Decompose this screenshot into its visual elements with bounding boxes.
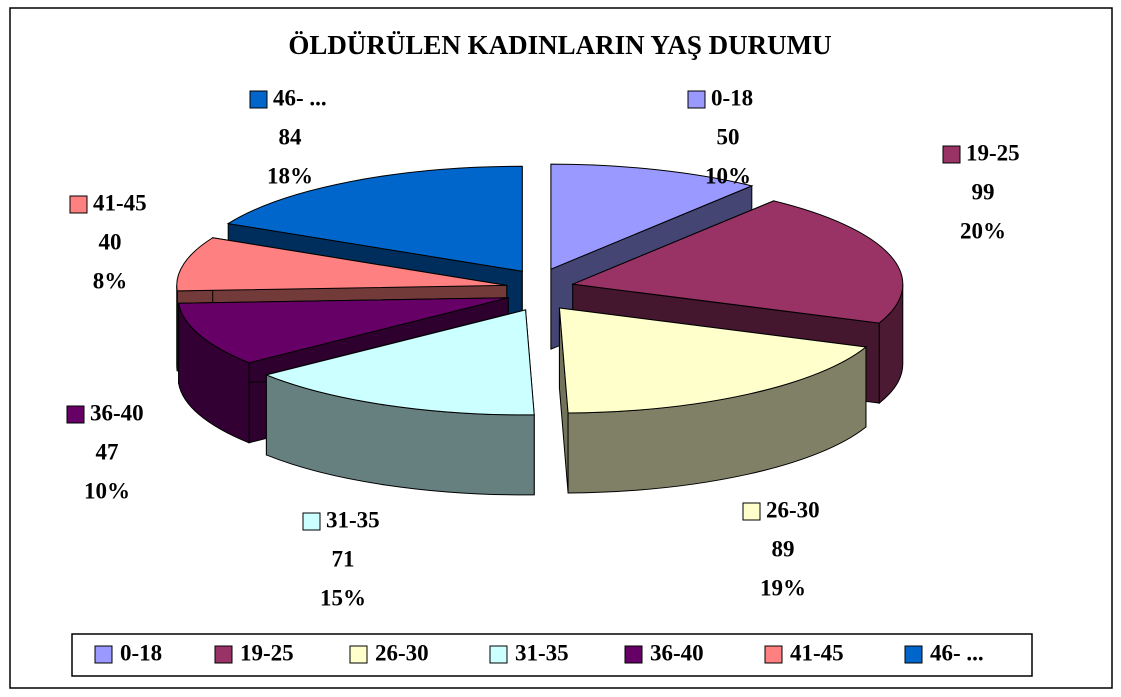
legend-swatch <box>764 645 783 664</box>
label-value: 84 <box>279 124 303 149</box>
slice-top <box>264 309 535 416</box>
legend-swatch <box>349 645 368 664</box>
legend-label: 31-35 <box>515 640 569 665</box>
label-category: 19-25 <box>966 140 1020 165</box>
label-percent: 8% <box>93 268 128 293</box>
label-category: 41-45 <box>93 190 147 215</box>
slice <box>558 307 868 494</box>
slice-top <box>550 163 754 270</box>
legend-label: 19-25 <box>240 640 294 665</box>
legend-label: 0-18 <box>120 640 162 665</box>
legend-swatch <box>624 645 643 664</box>
slice-top <box>176 237 507 292</box>
label-percent: 19% <box>760 575 806 600</box>
legend-swatch <box>94 645 113 664</box>
label-swatch <box>942 145 961 164</box>
legend-label: 36-40 <box>650 640 704 665</box>
slice-top <box>226 165 523 272</box>
label-category: 36-40 <box>90 400 144 425</box>
label-swatch <box>69 195 88 214</box>
label-swatch <box>66 405 85 424</box>
legend-label: 26-30 <box>375 640 429 665</box>
label-category: 31-35 <box>326 507 380 532</box>
slice-top <box>558 307 868 414</box>
label-value: 89 <box>772 536 795 561</box>
label-percent: 10% <box>705 163 751 188</box>
label-swatch <box>742 502 761 521</box>
label-percent: 20% <box>960 218 1006 243</box>
label-category: 0-18 <box>711 85 753 110</box>
legend-swatch <box>904 645 923 664</box>
label-value: 50 <box>717 124 740 149</box>
label-value: 99 <box>972 179 995 204</box>
label-value: 47 <box>96 439 119 464</box>
legend-label: 46- ... <box>930 640 984 665</box>
chart-title: ÖLDÜRÜLEN KADINLARIN YAŞ DURUMU <box>288 30 831 60</box>
label-percent: 18% <box>267 163 313 188</box>
label-value: 40 <box>99 229 122 254</box>
label-percent: 15% <box>320 585 366 610</box>
slice-top <box>178 297 509 364</box>
slice <box>264 309 535 496</box>
label-percent: 10% <box>84 478 130 503</box>
label-swatch <box>249 90 268 109</box>
legend-swatch <box>489 645 508 664</box>
label-category: 26-30 <box>766 497 820 522</box>
label-swatch <box>302 512 321 531</box>
legend-label: 41-45 <box>790 640 844 665</box>
label-category: 46- ... <box>273 85 327 110</box>
label-value: 71 <box>332 546 355 571</box>
slice-top <box>570 200 904 324</box>
label-swatch <box>687 90 706 109</box>
legend-swatch <box>214 645 233 664</box>
